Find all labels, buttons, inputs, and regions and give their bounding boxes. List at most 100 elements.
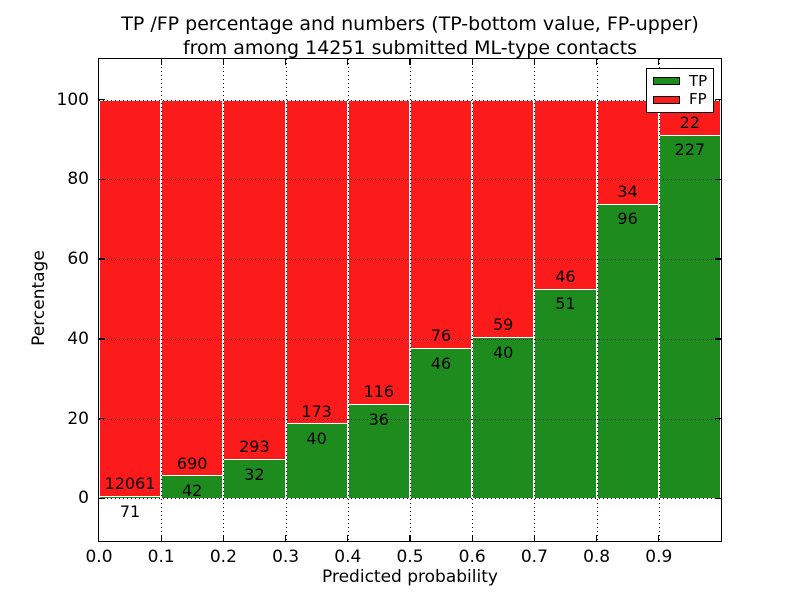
v-gridline	[472, 59, 474, 541]
bar-segment-fp	[223, 99, 286, 460]
tick-mark	[658, 59, 660, 65]
tick-mark	[160, 59, 162, 65]
x-tick-label: 0.0	[85, 547, 113, 567]
bar-count-label-tp: 42	[182, 481, 203, 501]
bar-count-label-tp: 51	[555, 294, 576, 314]
tick-mark	[715, 98, 721, 101]
bar-count-label-fp: 116	[363, 381, 395, 401]
bar-segment-fp	[596, 99, 659, 204]
tick-mark	[99, 417, 105, 420]
x-tick-label: 0.1	[147, 547, 175, 567]
bar-segment-fp	[285, 99, 348, 424]
bar-count-label-fp: 690	[176, 453, 208, 473]
bar-count-label-tp: 96	[617, 209, 638, 229]
bar-count-label-tp: 40	[493, 342, 514, 362]
bar-segment-tp	[223, 459, 286, 499]
bar-count-label-tp: 46	[430, 353, 452, 373]
x-tick-label: 0.5	[396, 547, 424, 567]
v-gridline	[285, 59, 287, 541]
tick-mark	[347, 535, 349, 541]
tick-mark	[99, 178, 105, 181]
y-tick-label: 80	[67, 169, 89, 190]
bar-count-label-fp: 46	[555, 266, 576, 286]
tick-mark	[284, 59, 287, 65]
v-gridline	[347, 59, 349, 541]
x-tick-label: 0.2	[209, 547, 237, 567]
bar-segment-fp	[472, 99, 535, 338]
bar-segment-tp	[347, 403, 410, 499]
v-gridline	[596, 59, 598, 541]
tick-mark	[409, 535, 411, 541]
bar-count-label-tp: 71	[119, 501, 141, 521]
tick-mark	[715, 178, 721, 181]
v-gridline	[410, 59, 411, 541]
bar-segment-tp	[410, 347, 473, 499]
bar-count-label-fp: 173	[301, 401, 332, 421]
x-axis-label: Predicted probability	[322, 567, 498, 587]
tick-mark	[160, 535, 162, 541]
x-tick-label: 0.7	[520, 547, 548, 567]
x-tick-label: 0.9	[645, 547, 673, 567]
legend-swatch-fp	[653, 95, 680, 104]
tick-mark	[99, 98, 105, 101]
tick-mark	[409, 59, 411, 65]
y-tick-label: 60	[67, 249, 89, 270]
tick-mark	[99, 258, 105, 260]
x-tick-label: 0.6	[458, 547, 486, 567]
bar-count-label-fp: 293	[239, 437, 270, 457]
chart-title-line2: from among 14251 submitted ML-type conta…	[182, 37, 638, 59]
tick-mark	[715, 338, 721, 340]
tick-mark	[595, 59, 598, 65]
tick-mark	[471, 59, 473, 65]
bar-count-label-fp: 76	[430, 326, 452, 346]
y-tick-label: 0	[78, 488, 89, 509]
tick-mark	[533, 59, 536, 65]
v-gridline	[534, 59, 536, 541]
tick-mark	[533, 535, 536, 541]
bar-segment-tp	[472, 337, 535, 499]
tick-mark	[595, 535, 598, 541]
bar-count-label-fp: 59	[493, 315, 514, 335]
y-axis-label: Percentage	[29, 250, 49, 346]
bar-count-label-fp: 22	[679, 112, 700, 132]
bar-segment-fp	[410, 99, 473, 348]
y-tick-label: 20	[67, 408, 89, 429]
tick-mark	[99, 338, 105, 340]
bar-count-label-tp: 227	[674, 140, 706, 160]
bar-segment-tp	[596, 203, 659, 499]
x-tick-label: 0.4	[334, 547, 362, 567]
tick-mark	[715, 497, 721, 500]
bar-segment-tp	[534, 288, 597, 499]
bar-segment-fp	[347, 99, 410, 404]
legend-swatch-tp	[653, 77, 680, 86]
tick-mark	[715, 258, 721, 260]
bar-count-label-tp: 36	[368, 409, 389, 429]
bar-segment-tp	[285, 423, 348, 499]
v-gridline	[223, 59, 225, 541]
bar-count-label-tp: 32	[244, 464, 265, 484]
x-tick-label: 0.3	[272, 547, 300, 567]
chart-title: TP /FP percentage and numbers (TP-bottom…	[99, 12, 721, 60]
legend-item: TP	[647, 71, 713, 90]
v-gridline	[161, 59, 163, 541]
bar-count-label-fp: 12061	[104, 474, 156, 494]
x-tick-label: 0.8	[583, 547, 611, 567]
tick-mark	[222, 535, 225, 541]
bar-segment-fp	[534, 99, 597, 289]
tick-mark	[284, 535, 287, 541]
tick-mark	[471, 535, 473, 541]
bar-segment-fp	[99, 99, 162, 496]
tick-mark	[715, 417, 721, 420]
bar-segment-tp	[658, 134, 721, 499]
chart-title-line1: TP /FP percentage and numbers (TP-bottom…	[121, 13, 699, 35]
legend-label: FP	[689, 90, 707, 109]
tick-mark	[658, 535, 660, 541]
tick-mark	[347, 59, 349, 65]
legend-label: TP	[689, 71, 708, 90]
bar-count-label-tp: 40	[306, 429, 327, 449]
tick-mark	[99, 497, 105, 500]
v-gridline	[658, 59, 660, 541]
legend-item: FP	[647, 92, 713, 107]
plot-inner: TP FP 12061 71 690 42 293 32 173 40 116 36 76 46 59 40…	[99, 59, 721, 541]
